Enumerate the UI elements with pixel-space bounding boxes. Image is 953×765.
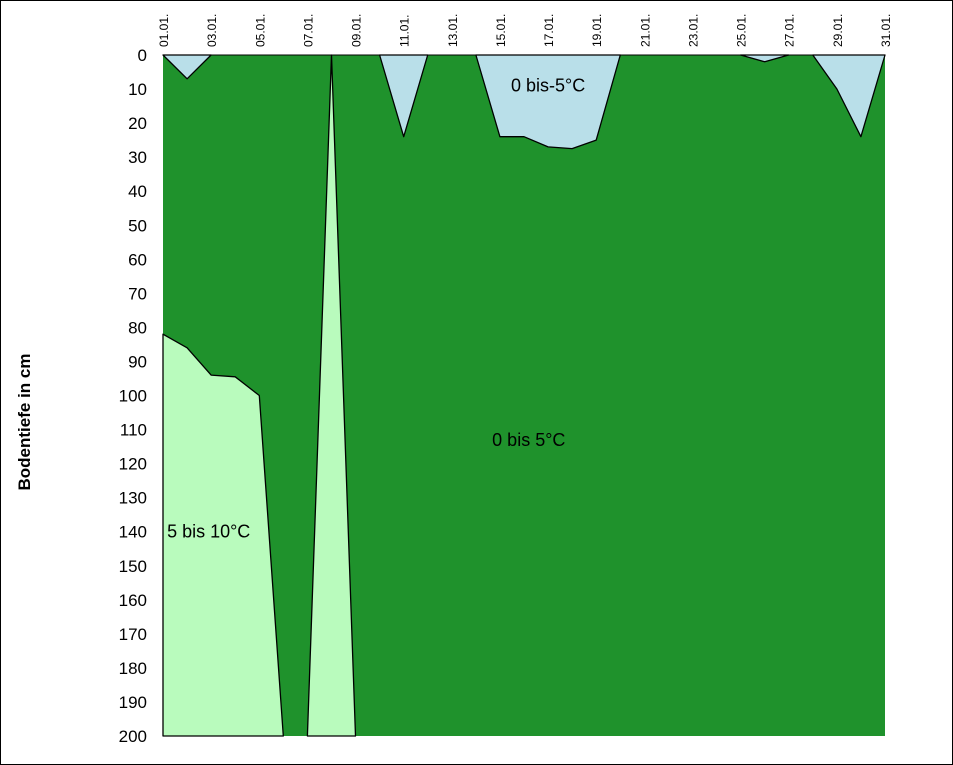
region-area-1-2 [475, 54, 621, 150]
x-tick-label: 21.01. [638, 14, 652, 47]
x-tick-label: 01.01. [157, 14, 171, 47]
x-tick-label: 13.01. [446, 14, 460, 47]
y-tick-label: 30 [128, 148, 147, 167]
y-tick-label: 80 [128, 318, 147, 337]
y-tick-label: 50 [128, 216, 147, 235]
y-tick-label: 190 [119, 693, 147, 712]
y-tick-label: 110 [120, 421, 147, 440]
x-tick-label: 31.01. [879, 14, 893, 47]
y-tick-label: 60 [128, 250, 147, 269]
x-tick-label: 29.01. [831, 14, 845, 47]
x-tick-label: 15.01. [494, 14, 508, 47]
x-tick-label: 27.01. [783, 14, 797, 47]
x-tick-label: 03.01. [205, 14, 219, 47]
y-axis-title: Bodentiefe in cm [15, 354, 34, 491]
y-tick-label: 200 [119, 727, 147, 746]
x-tick-label: 23.01. [687, 14, 701, 47]
y-tick-label: 0 [138, 46, 147, 65]
y-tick-label: 70 [128, 284, 147, 303]
region-area-2-1 [306, 54, 357, 737]
y-axis-ticks: 0 10 20 30 40 50 60 70 80 90 100 110 120 130 140 150 160… [119, 46, 147, 746]
regions-layer [162, 54, 886, 737]
y-tick-label: 160 [119, 591, 147, 610]
x-axis-ticks: 01.01. 03.01. 05.01. 07.01. 09.01. 11.01. 13.0… [157, 14, 893, 47]
x-tick-label: 17.01. [542, 14, 556, 47]
x-tick-label: 25.01. [735, 14, 749, 47]
x-tick-label: 11.01. [398, 15, 412, 47]
y-tick-label: 150 [119, 557, 147, 576]
x-tick-label: 07.01. [301, 14, 315, 47]
region-label: 5 bis 10°C [167, 522, 250, 542]
y-tick-label: 10 [128, 80, 147, 99]
y-tick-label: 40 [128, 182, 147, 201]
region-label: 0 bis 5°C [492, 430, 565, 450]
region-area-2-0 [162, 333, 284, 737]
y-tick-label: 90 [128, 352, 147, 371]
y-tick-label: 100 [119, 387, 147, 406]
y-tick-label: 180 [119, 659, 147, 678]
y-tick-label: 20 [128, 114, 147, 133]
y-tick-label: 130 [119, 489, 147, 508]
y-tick-label: 140 [119, 523, 147, 542]
x-tick-label: 09.01. [350, 14, 364, 47]
x-tick-label: 05.01. [253, 14, 267, 47]
y-tick-label: 170 [119, 625, 147, 644]
region-label: 0 bis-5°C [511, 76, 585, 96]
x-tick-label: 19.01. [590, 14, 604, 47]
y-tick-label: 120 [119, 455, 147, 474]
region-labels: 0 bis-5°C 0 bis 5°C 5 bis 10°C [167, 76, 585, 542]
